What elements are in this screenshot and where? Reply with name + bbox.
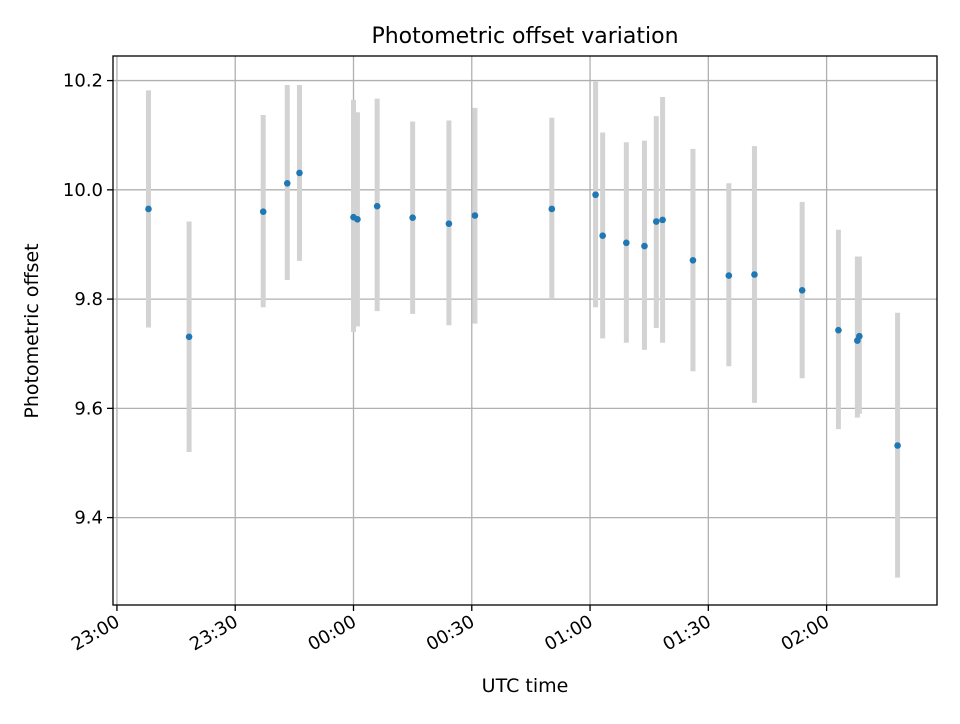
data-point [373, 202, 381, 210]
chart-title: Photometric offset variation [371, 24, 678, 49]
y-tick-label: 9.8 [74, 289, 103, 310]
data-point [185, 333, 193, 341]
data-point [652, 218, 660, 225]
data-point [894, 442, 901, 449]
data-point [259, 208, 267, 215]
x-tick-label: 23:00 [68, 611, 123, 655]
x-tick-label: 23:30 [186, 611, 241, 655]
errorbar-layer [145, 81, 901, 578]
data-point [283, 179, 291, 187]
data-point [641, 242, 648, 250]
x-tick-label: 00:30 [423, 611, 478, 655]
y-tick-label: 9.6 [74, 398, 103, 419]
point-layer [145, 169, 901, 449]
x-tick-label: 02:00 [778, 611, 833, 655]
data-point [751, 271, 758, 278]
x-tick-label: 00:00 [305, 611, 360, 655]
x-tick-label: 01:30 [659, 611, 714, 655]
y-tick-label: 9.4 [74, 508, 103, 529]
plot-frame [112, 55, 938, 606]
data-point [354, 216, 361, 223]
data-point [471, 212, 479, 219]
data-point [409, 214, 416, 221]
data-point [725, 272, 733, 279]
data-point [445, 220, 453, 228]
data-point [548, 205, 556, 213]
data-point [689, 257, 697, 264]
x-axis-label: UTC time [482, 675, 569, 697]
data-point [296, 169, 303, 177]
data-point [599, 232, 606, 240]
y-tick-label: 10.0 [63, 180, 103, 201]
data-point [623, 239, 630, 247]
data-point [835, 326, 842, 334]
data-point [145, 205, 152, 213]
y-tick-label: 10.2 [63, 71, 103, 92]
y-axis-label: Photometric offset [21, 243, 43, 418]
data-point [659, 216, 666, 224]
data-point [798, 287, 806, 294]
x-tick-label: 01:00 [541, 611, 596, 655]
data-point [592, 191, 599, 199]
grid-layer [113, 56, 937, 605]
data-point [856, 332, 863, 340]
